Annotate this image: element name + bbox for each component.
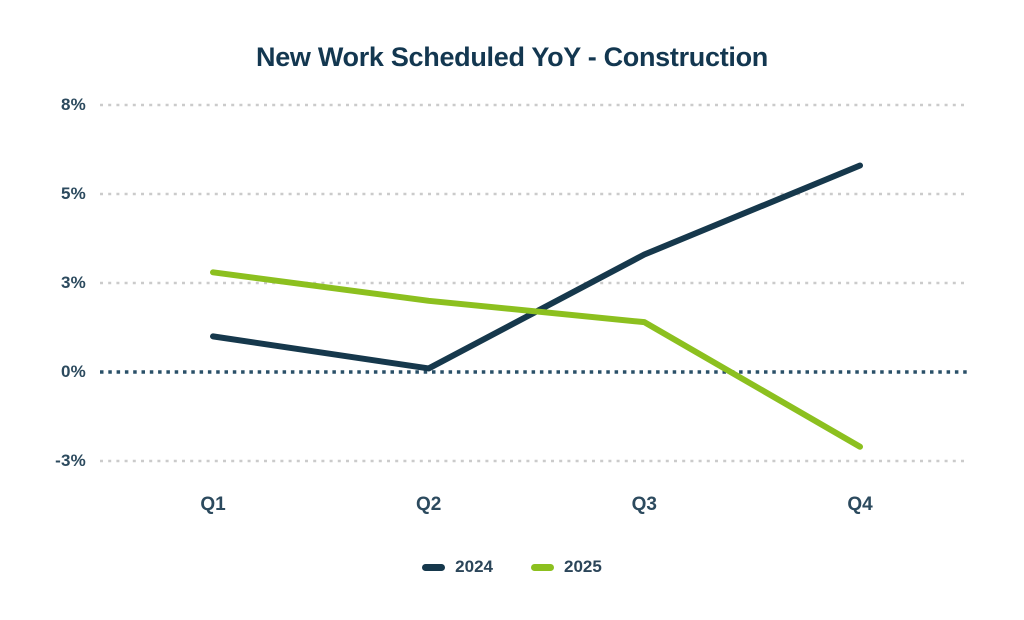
x-tick-label: Q3 xyxy=(631,494,658,515)
legend-swatch-icon xyxy=(422,563,446,571)
y-tick-label: 3% xyxy=(61,273,86,292)
legend-item-2024: 2024 xyxy=(422,557,493,577)
chart-title: New Work Scheduled YoY - Construction xyxy=(256,42,768,72)
legend-item-2025: 2025 xyxy=(531,557,602,577)
x-tick-label: Q2 xyxy=(415,494,442,515)
x-tick-label: Q4 xyxy=(847,494,873,515)
y-tick-label: 5% xyxy=(61,184,86,203)
legend-swatch-icon xyxy=(531,563,554,571)
legend-label: 2025 xyxy=(564,557,602,576)
y-tick-label: 0% xyxy=(61,362,86,381)
legend-label: 2024 xyxy=(455,557,493,576)
y-tick-label: 8% xyxy=(61,95,86,114)
series-line-2024 xyxy=(210,162,864,372)
y-tick-label: -3% xyxy=(55,451,86,470)
x-tick-label: Q1 xyxy=(200,494,226,515)
series-line-2025 xyxy=(210,269,864,450)
legend: 2024 2025 xyxy=(0,554,1024,580)
